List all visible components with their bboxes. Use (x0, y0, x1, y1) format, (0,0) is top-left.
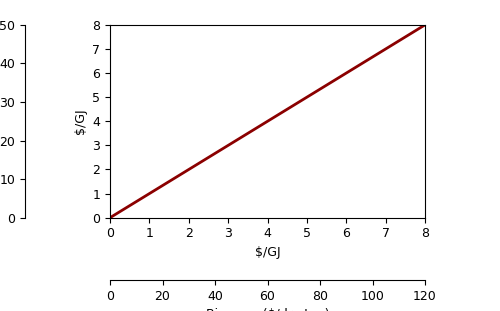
X-axis label: $/GJ: $/GJ (254, 246, 280, 259)
X-axis label: Biomass ($/dry ton): Biomass ($/dry ton) (206, 308, 329, 311)
Y-axis label: $/GJ: $/GJ (74, 109, 86, 134)
